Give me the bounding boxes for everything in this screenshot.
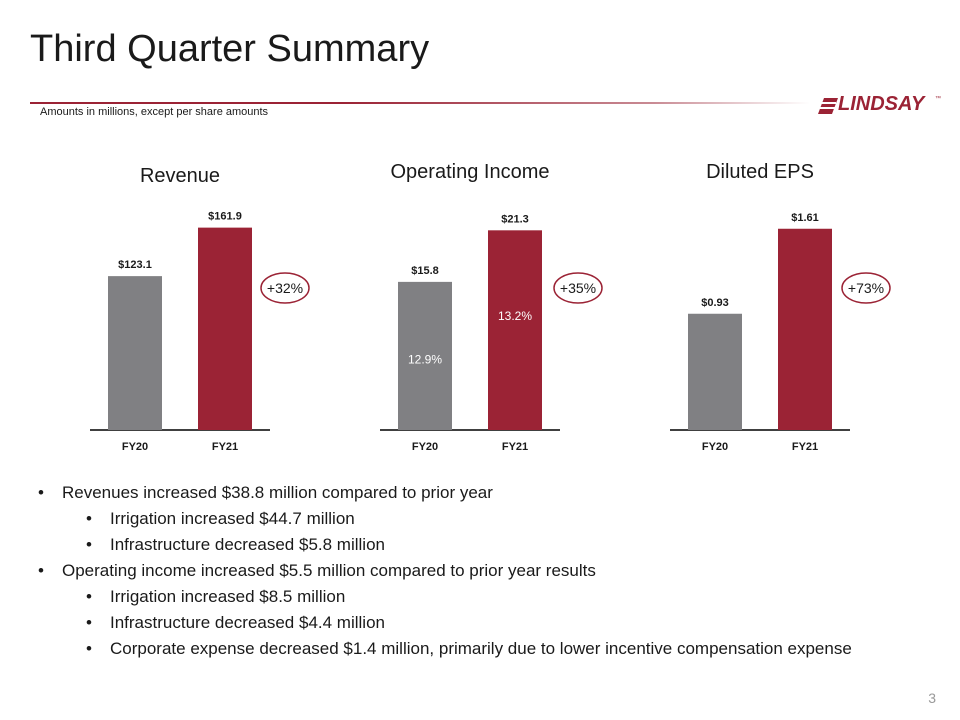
chart-title: Operating Income (391, 161, 550, 183)
bar-value-label: $15.8 (411, 265, 439, 277)
bullet-text: Corporate expense decreased $1.4 million… (110, 639, 852, 658)
category-tick-label: FY21 (792, 441, 818, 453)
logo-trademark: ™ (935, 96, 941, 102)
bullet-marker-icon: • (86, 639, 92, 658)
bullet-text: Revenues increased $38.8 million compare… (62, 483, 493, 502)
change-badge-label: +35% (560, 280, 596, 296)
change-badge-outline (841, 272, 891, 304)
bullet-item: • Revenues increased $38.8 million compar… (38, 480, 918, 506)
bullet-marker-icon: • (38, 483, 44, 502)
bar-inner-label: 13.2% (498, 309, 532, 323)
bullet-text: Irrigation increased $8.5 million (110, 587, 346, 606)
title-divider (30, 102, 810, 104)
bullet-marker-icon: • (38, 561, 44, 580)
bar-value-label: $0.93 (701, 297, 729, 309)
category-tick-label: FY20 (702, 441, 728, 453)
sub-bullet-item: • Infrastructure decreased $5.8 million (38, 532, 918, 558)
bullet-marker-icon: • (86, 613, 92, 632)
subtitle: Amounts in millions, except per share am… (40, 106, 269, 118)
bar-fy21 (488, 230, 542, 430)
bar-inner-label: 12.9% (408, 352, 442, 366)
chart-title: Diluted EPS (706, 161, 814, 183)
bullet-text: Infrastructure decreased $5.8 million (110, 535, 385, 554)
change-badge-label: +73% (848, 280, 884, 296)
category-tick-label: FY21 (502, 441, 528, 453)
bar-value-label: $1.61 (791, 212, 819, 224)
bar-fy21 (198, 227, 252, 430)
logo-text: LINDSAY (838, 93, 925, 115)
sub-bullet-item: • Corporate expense decreased $1.4 millio… (38, 636, 918, 662)
change-badge-label: +32% (267, 280, 303, 296)
sub-bullet-item: • Infrastructure decreased $4.4 million (38, 610, 918, 636)
charts-area: Revenue $123.1 FY20 $161.9 FY21 +32% Operating… (90, 161, 891, 453)
bar-fy20 (688, 313, 742, 430)
bar-fy20 (398, 281, 452, 430)
category-tick-label: FY20 (412, 441, 438, 453)
bullet-item: • Operating income increased $5.5 million… (38, 558, 918, 584)
bar-fy21 (778, 228, 832, 430)
bar-value-label: $123.1 (118, 259, 152, 271)
category-tick-label: FY21 (212, 441, 238, 453)
sub-bullet-item: • Irrigation increased $8.5 million (38, 584, 918, 610)
bar-fy20 (108, 276, 162, 430)
sub-bullet-item: • Irrigation increased $44.7 million (38, 506, 918, 532)
chart-title: Revenue (140, 165, 220, 187)
change-badge-outline (553, 272, 603, 304)
bullet-marker-icon: • (86, 535, 92, 554)
lindsay-logo-icon (818, 98, 838, 114)
bullet-list: • Revenues increased $38.8 million compar… (38, 480, 918, 662)
bullet-text: Infrastructure decreased $4.4 million (110, 613, 385, 632)
bullet-text: Operating income increased $5.5 million … (62, 561, 596, 580)
page-number: 3 (928, 690, 936, 706)
page-title: Third Quarter Summary (30, 28, 430, 70)
change-badge-outline (260, 272, 310, 304)
bar-value-label: $161.9 (208, 211, 242, 223)
category-tick-label: FY20 (122, 441, 148, 453)
bullet-marker-icon: • (86, 509, 92, 528)
bullet-marker-icon: • (86, 587, 92, 606)
bullet-text: Irrigation increased $44.7 million (110, 509, 355, 528)
bar-value-label: $21.3 (501, 213, 529, 225)
